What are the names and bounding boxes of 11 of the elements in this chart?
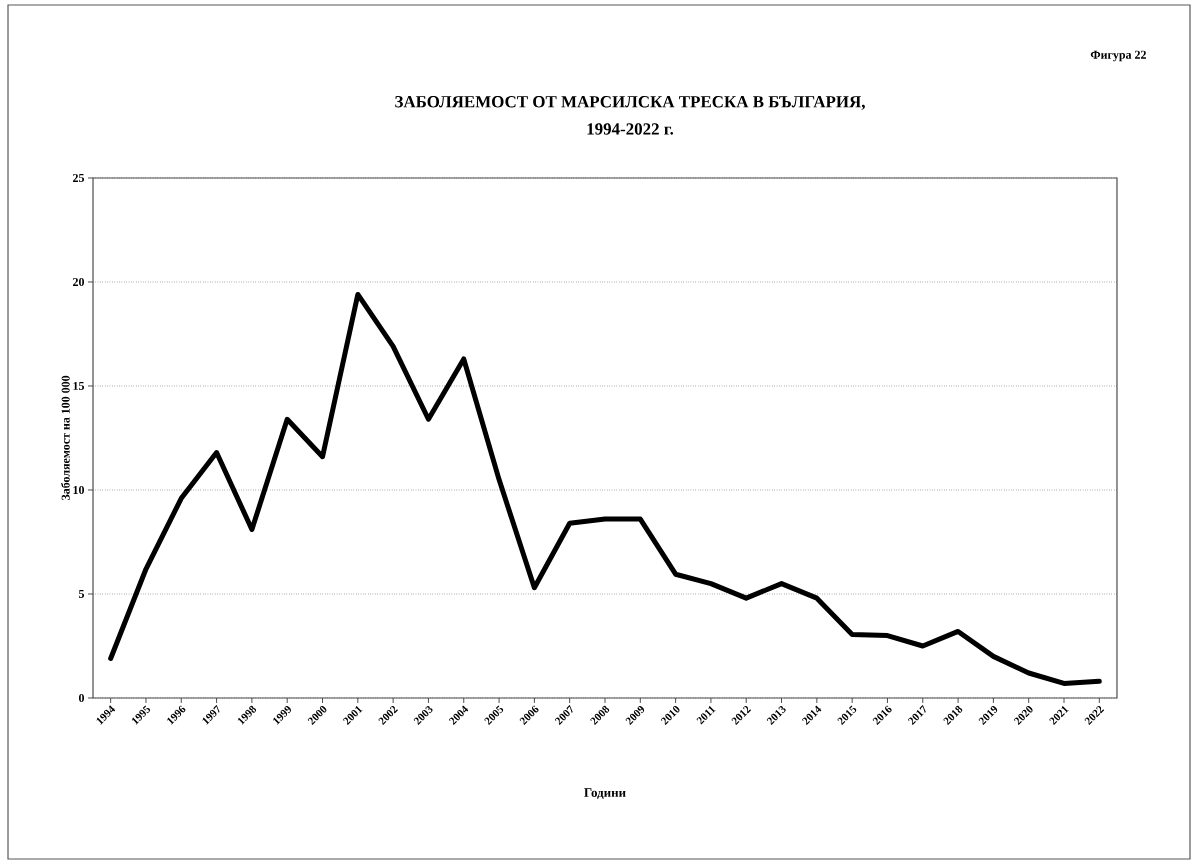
chart-subtitle: 1994-2022 г. (587, 123, 674, 135)
y-axis-title: Заболяемост на 100 000 (61, 375, 70, 501)
chart-title: ЗАБОЛЯЕМОСТ ОТ МАРСИЛСКА ТРЕСКА В БЪЛГАРИЯ, (395, 96, 865, 110)
text: Фигура 22 (1090, 50, 1146, 62)
y-tick-label: 10 (73, 485, 85, 495)
x-axis-title: Години (584, 788, 626, 800)
y-tick-label: 15 (73, 381, 85, 390)
y-tick-label: 25 (73, 173, 85, 182)
y-tick-label: 5 (78, 590, 85, 598)
y-tick-label: 0 (78, 693, 85, 703)
y-tick-label: 20 (73, 277, 85, 287)
